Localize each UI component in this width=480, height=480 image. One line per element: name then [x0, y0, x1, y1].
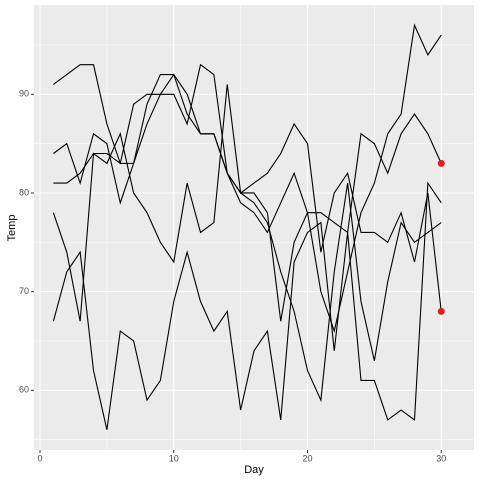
- y-tick-label: 90: [19, 89, 29, 99]
- x-tick-label: 20: [302, 453, 312, 463]
- highlight-point: [437, 307, 445, 315]
- y-tick-label: 80: [19, 187, 29, 197]
- x-tick-label: 0: [38, 453, 43, 463]
- line: [53, 64, 442, 403]
- y-tick-label: 70: [19, 286, 29, 296]
- line: [53, 73, 442, 322]
- highlight-point: [437, 159, 445, 167]
- x-tick-label: 30: [436, 453, 446, 463]
- line: [52, 84, 442, 322]
- y-tick-label: 60: [19, 385, 29, 395]
- line: [52, 181, 442, 430]
- x-axis-title: Day: [244, 464, 264, 476]
- y-axis-title: Temp: [6, 215, 18, 242]
- x-tick-label: 10: [169, 453, 179, 463]
- line: [53, 23, 442, 334]
- panel-background: [34, 5, 474, 450]
